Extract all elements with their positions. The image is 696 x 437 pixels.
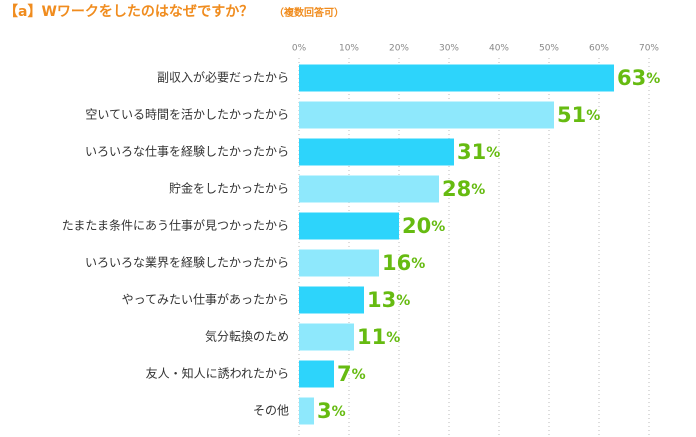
data-label: 20% (402, 214, 445, 238)
chart-subtitle: （複数回答可） (274, 6, 344, 19)
bar (299, 101, 554, 129)
x-tick-label: 70% (639, 44, 659, 54)
data-label: 28% (442, 177, 485, 201)
y-tick-label: いろいろな仕事を経験したかったから (85, 144, 289, 159)
y-tick-label: たまたま条件にあう仕事が見つかったから (62, 218, 289, 233)
data-label: 31% (457, 140, 500, 164)
data-label: 16% (382, 251, 425, 275)
data-label: 51% (557, 103, 600, 127)
bar (299, 138, 454, 166)
bar (299, 360, 334, 388)
data-label: 3% (317, 399, 346, 423)
y-tick-label: やってみたい仕事があったから (122, 292, 289, 307)
bar (299, 64, 614, 92)
x-tick-label: 40% (489, 44, 509, 54)
x-tick-label: 60% (589, 44, 609, 54)
y-tick-label: 友人・知人に誘われたから (146, 367, 289, 381)
data-label: 63% (617, 66, 660, 90)
bar (299, 249, 379, 277)
x-tick-label: 30% (439, 44, 459, 54)
x-tick-label: 50% (539, 44, 559, 54)
bar (299, 175, 439, 203)
bar (299, 212, 399, 240)
y-tick-label: 空いている時間を活かしたかったから (85, 108, 289, 122)
y-tick-label: 副収入が必要だったから (157, 70, 289, 85)
bar (299, 286, 364, 314)
y-tick-label: その他 (253, 404, 289, 418)
chart-title: 【a】Wワークをしたのはなぜですか？ (4, 4, 253, 20)
bar (299, 397, 314, 425)
data-label: 7% (337, 362, 366, 386)
x-tick-label: 10% (339, 44, 359, 54)
x-tick-label: 20% (389, 44, 409, 54)
y-tick-label: 気分転換のため (205, 329, 289, 344)
data-label: 11% (357, 325, 400, 349)
bar (299, 323, 354, 351)
data-label: 13% (367, 288, 410, 312)
y-tick-label: 貯金をしたかったから (169, 181, 289, 196)
x-tick-label: 0% (292, 44, 307, 54)
y-tick-label: いろいろな業界を経験したかったから (85, 255, 289, 270)
